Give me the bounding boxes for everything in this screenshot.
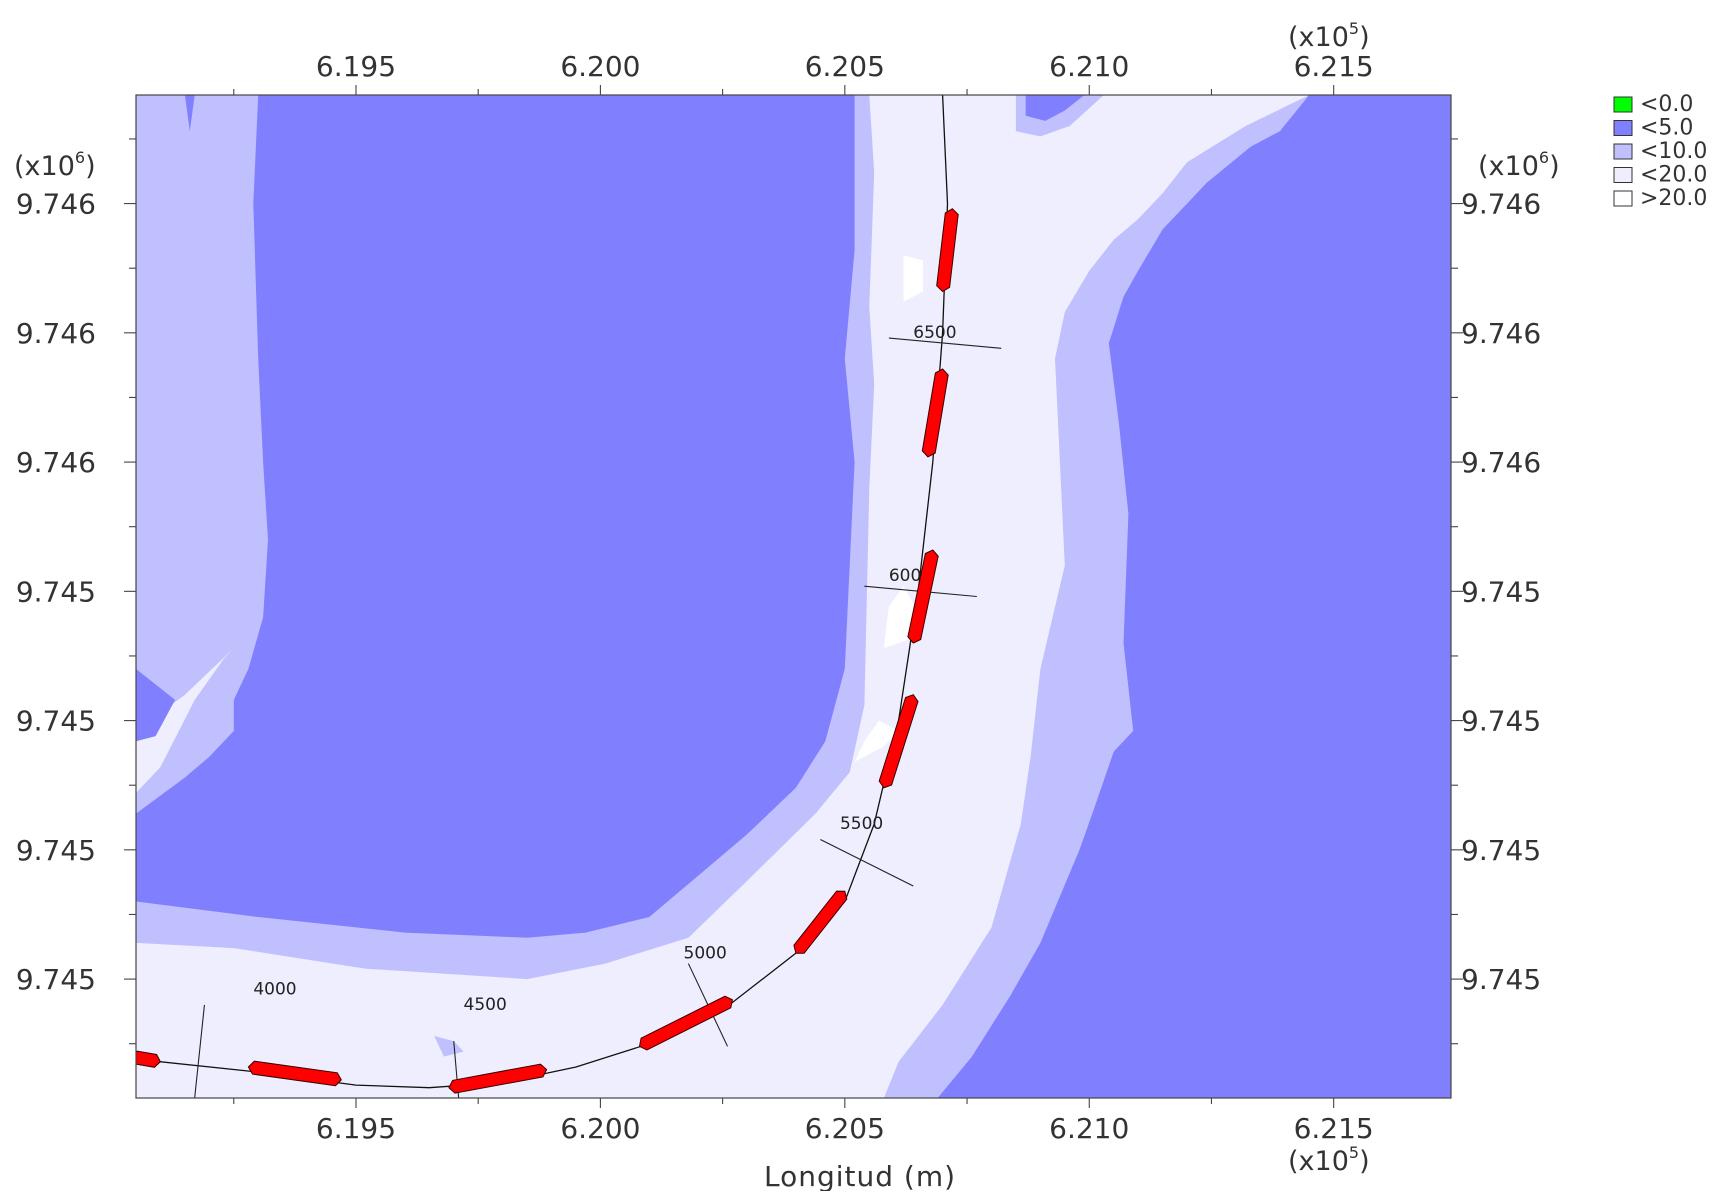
- legend: <0.0<5.0<10.0<20.0>20.0: [1613, 92, 1707, 211]
- y-tick-label-left: 9.745: [16, 963, 96, 996]
- dredge-segment-7: [921, 368, 949, 458]
- depth-zones: [136, 95, 1451, 1098]
- dredge-segment-3: [638, 995, 733, 1051]
- dredge-segment-1: [247, 1060, 342, 1087]
- station-label-6500: 6500: [913, 323, 956, 343]
- zone-lt5-4: [184, 95, 195, 132]
- y-tick-label-left: 9.745: [16, 705, 96, 738]
- dredge-segments: [136, 208, 959, 1094]
- legend-label: <0.0: [1640, 92, 1693, 117]
- x-axis-title: Longitud (m): [764, 1160, 956, 1191]
- y-tick-label-left: 9.746: [16, 446, 96, 479]
- zone-lt5-3: [136, 668, 176, 742]
- legend-label: >20.0: [1640, 186, 1707, 211]
- dredge-segment-8: [936, 208, 959, 293]
- x-tick-label-bottom: 6.210: [1049, 1112, 1129, 1145]
- y-tick-label-left: 9.746: [16, 188, 96, 221]
- legend-swatch: [1613, 143, 1633, 160]
- station-label-4500: 4500: [464, 995, 507, 1015]
- x-tick-label-bottom: 6.195: [316, 1112, 396, 1145]
- y-tick-label-left: 9.745: [16, 575, 96, 608]
- x-tick-label-bottom: 6.215: [1294, 1112, 1374, 1145]
- x-tick-label-top: 6.195: [316, 50, 396, 83]
- station-label-5500: 5500: [840, 814, 883, 834]
- x-multiplier-bottom: (x105): [1288, 1143, 1370, 1177]
- dredge-segment-5: [878, 694, 919, 789]
- x-tick-label-bottom: 6.205: [805, 1112, 885, 1145]
- zone-lt5-5: [136, 95, 855, 938]
- y-tick-label-right: 9.746: [1461, 317, 1541, 350]
- y-multiplier-left: (x106): [14, 148, 96, 182]
- legend-label: <10.0: [1640, 139, 1707, 164]
- y-tick-label-right: 9.745: [1461, 834, 1541, 867]
- axis-ticks: 6.195 6.195 6.200 6.200 6.205 6.205 6.210 6.210…: [16, 50, 1541, 1145]
- x-tick-label-top: 6.210: [1049, 50, 1129, 83]
- zone-lt10-13: [434, 1036, 464, 1057]
- station-line-6500: [888, 337, 1002, 349]
- dredge-segment-2: [448, 1063, 548, 1094]
- y-tick-label-right: 9.745: [1461, 705, 1541, 738]
- legend-label: <20.0: [1640, 163, 1707, 188]
- y-tick-label-right: 9.746: [1461, 188, 1541, 221]
- zone-lt5-7: [937, 95, 1451, 1098]
- dredge-segment-4: [793, 890, 848, 954]
- zone-gt20-10: [903, 255, 923, 302]
- legend-swatch: [1613, 96, 1633, 113]
- station-line-5500: [820, 839, 914, 887]
- y-tick-label-right: 9.745: [1461, 575, 1541, 608]
- x-tick-label-top: 6.215: [1294, 50, 1374, 83]
- dredge-segment-0: [136, 1050, 162, 1068]
- legend-swatch: [1613, 190, 1633, 207]
- y-tick-label-right: 9.745: [1461, 963, 1541, 996]
- y-tick-label-right: 9.746: [1461, 446, 1541, 479]
- zone-gt20-12: [854, 720, 899, 762]
- legend-swatch: [1613, 167, 1633, 183]
- y-multiplier-right: (x106): [1478, 148, 1560, 182]
- legend-label: <5.0: [1640, 116, 1693, 141]
- x-tick-label-top: 6.200: [560, 50, 640, 83]
- x-multiplier-top: (x105): [1288, 19, 1370, 53]
- zone-lt20-2: [136, 627, 254, 793]
- x-tick-label-bottom: 6.200: [560, 1112, 640, 1145]
- legend-swatch: [1613, 120, 1633, 136]
- station-line-4000: [194, 1004, 205, 1098]
- y-tick-label-left: 9.746: [16, 317, 96, 350]
- plot-frame: [135, 94, 1452, 1099]
- station-label-5000: 5000: [684, 943, 727, 963]
- x-tick-label-top: 6.205: [805, 50, 885, 83]
- dredge-segment-6: [907, 549, 939, 644]
- station-label-4000: 4000: [253, 980, 296, 1000]
- zone-lt5-9: [1025, 95, 1085, 121]
- y-tick-label-left: 9.745: [16, 834, 96, 867]
